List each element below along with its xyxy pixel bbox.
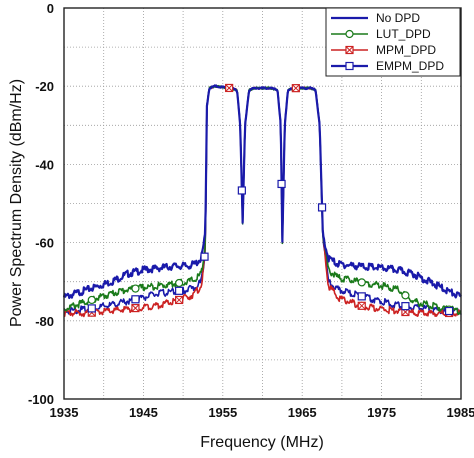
x-tick-label: 1985 bbox=[447, 405, 474, 420]
marker-empm-dpd bbox=[317, 203, 327, 212]
y-tick-label: -40 bbox=[35, 157, 54, 172]
x-tick-labels: 1935 1945 1955 1965 1975 1985 bbox=[50, 405, 474, 420]
marker-lut-dpd bbox=[357, 278, 366, 287]
plot-frame bbox=[63, 7, 462, 400]
marker-lut-dpd bbox=[401, 291, 410, 300]
x-axis-title: Frequency (MHz) bbox=[200, 434, 324, 451]
x-tick-label: 1955 bbox=[208, 405, 237, 420]
marker-mpm-dpd bbox=[131, 303, 140, 313]
marker-empm-dpd bbox=[87, 304, 96, 313]
marker-empm-dpd bbox=[175, 286, 184, 295]
series-line-no-dpd bbox=[62, 84, 462, 300]
marker-empm-dpd bbox=[401, 302, 410, 311]
legend-marker-lut-dpd bbox=[345, 29, 354, 39]
y-tick-labels: 0 -20 -40 -60 -80 -100 bbox=[28, 1, 54, 407]
legend-marker-empm-dpd bbox=[345, 61, 354, 71]
y-tick-label: -60 bbox=[35, 236, 54, 251]
marker-lut-dpd bbox=[131, 284, 140, 293]
legend-marker-mpm-dpd bbox=[345, 45, 354, 55]
series-layer bbox=[62, 84, 462, 318]
x-tick-label: 1965 bbox=[288, 405, 317, 420]
marker-mpm-dpd bbox=[175, 295, 184, 305]
marker-empm-dpd bbox=[131, 295, 140, 304]
x-tick-label: 1935 bbox=[50, 405, 79, 420]
legend-label-lut-dpd: LUT_DPD bbox=[376, 27, 431, 41]
y-tick-label: -100 bbox=[28, 392, 54, 407]
legend-label-mpm-dpd: MPM_DPD bbox=[376, 43, 436, 57]
y-tick-label: -80 bbox=[35, 314, 54, 329]
x-tick-label: 1945 bbox=[129, 405, 158, 420]
marker-empm-dpd bbox=[200, 252, 209, 261]
y-axis-title: Power Spectrum Density (dBm/Hz) bbox=[8, 79, 25, 327]
marker-lut-dpd bbox=[175, 278, 184, 288]
y-tick-label: -20 bbox=[35, 79, 54, 94]
marker-lut-dpd bbox=[87, 295, 96, 305]
legend: No DPD LUT_DPD MPM_DPD EMPM_DPD bbox=[325, 7, 461, 77]
grid-lines bbox=[64, 8, 461, 399]
marker-mpm-dpd bbox=[225, 83, 234, 93]
marker-empm-dpd bbox=[357, 292, 366, 301]
marker-empm-dpd bbox=[237, 186, 246, 195]
marker-mpm-dpd bbox=[357, 301, 366, 310]
legend-label-empm-dpd: EMPM_DPD bbox=[376, 59, 444, 73]
marker-empm-dpd bbox=[277, 179, 286, 189]
y-tick-label: 0 bbox=[47, 1, 54, 16]
marker-mpm-dpd bbox=[291, 84, 300, 93]
x-tick-label: 1975 bbox=[367, 405, 396, 420]
marker-empm-dpd bbox=[444, 306, 454, 316]
marker-layer bbox=[87, 83, 454, 318]
legend-label-no-dpd: No DPD bbox=[376, 11, 420, 25]
